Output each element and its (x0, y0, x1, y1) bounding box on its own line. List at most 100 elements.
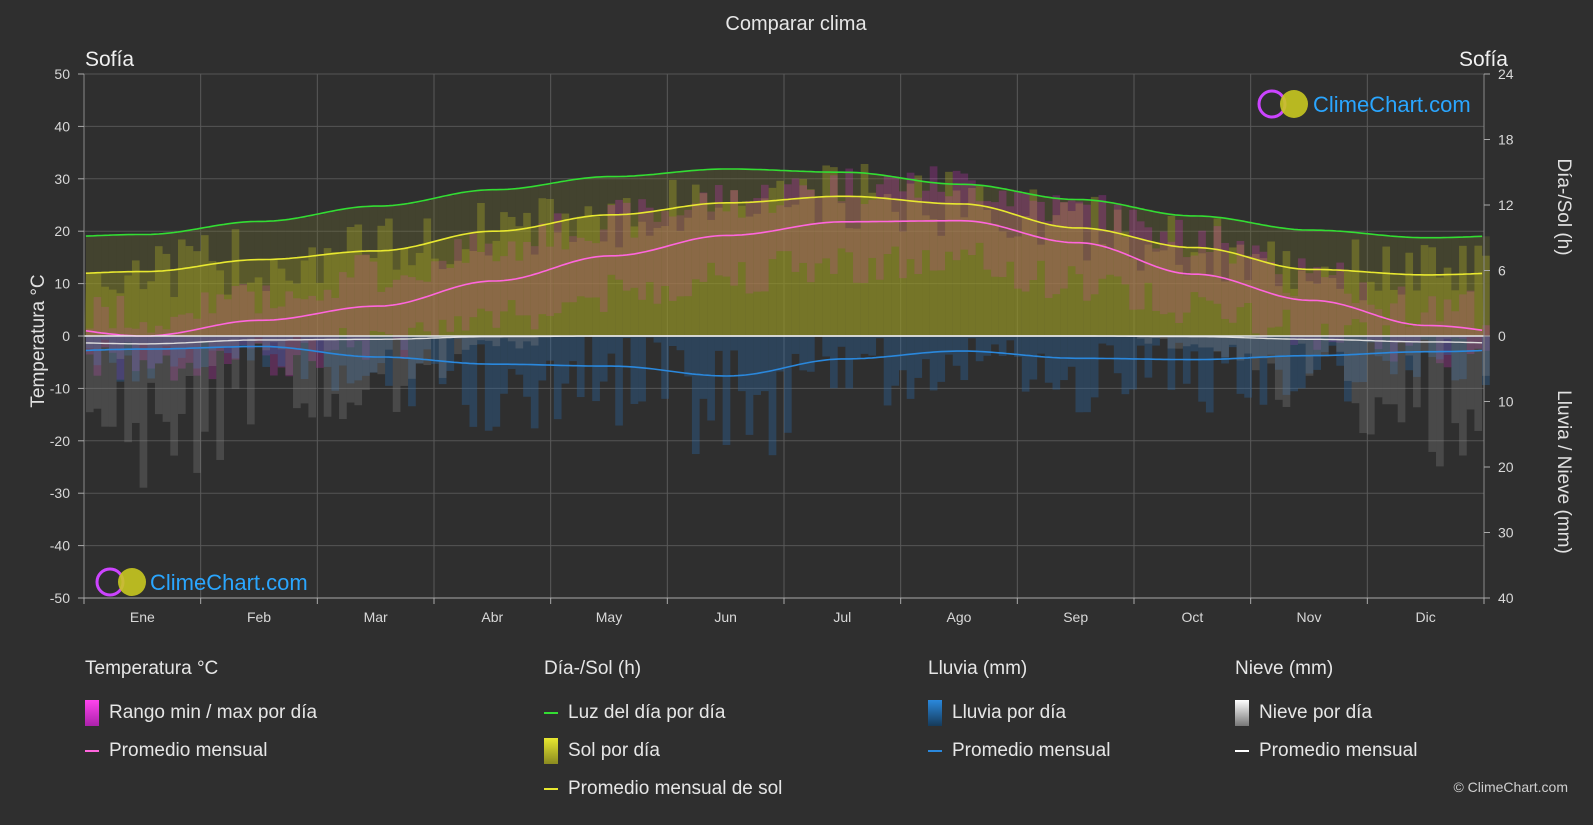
temp-range-bar (162, 329, 171, 356)
rain-bar (1482, 336, 1490, 386)
rain-bar (722, 336, 731, 445)
daylight-bar (1205, 216, 1214, 336)
rain-bar (1221, 336, 1229, 364)
legend-snow-daily-label: Nieve por día (1259, 702, 1373, 723)
snow-bar (1428, 336, 1437, 452)
logo-sun-icon (118, 568, 146, 596)
sunshine-bar (1313, 283, 1321, 336)
daylight-bar (431, 198, 439, 336)
temp-range-bar (208, 313, 217, 380)
left-tick-label: -40 (50, 538, 70, 554)
daylight-bar (162, 233, 171, 336)
left-tick-label: -50 (50, 590, 70, 606)
temp-range-bar (1474, 329, 1483, 349)
snow-bar (139, 336, 148, 488)
daylight-bar (308, 215, 317, 336)
brand-text-top: ClimeChart.com (1313, 92, 1471, 117)
temp-range-bar (837, 201, 846, 249)
temp-range-bar (1297, 258, 1306, 339)
temp-range-bar (960, 173, 969, 250)
temp-range-bar (891, 177, 900, 247)
daylight-bar (185, 230, 194, 336)
daylight-bar (1259, 224, 1268, 336)
temp-range-bar (1236, 240, 1245, 308)
temp-range-bar (1251, 245, 1260, 334)
daylight-swatch (544, 712, 558, 714)
daylight-bar (1459, 237, 1467, 336)
legend-sun-heading: Día-/Sol (h) (544, 658, 642, 679)
temp-range-bar (937, 191, 946, 271)
daylight-bar (93, 235, 102, 336)
daylight-bar (1052, 197, 1061, 336)
temp-range-bar (431, 261, 439, 337)
temp-range-bar (622, 202, 631, 291)
daylight-bar (369, 206, 378, 336)
temp-range-bar (1098, 195, 1107, 279)
snow-bar (170, 336, 178, 456)
sunshine-bar (377, 225, 386, 336)
temp-range-bar (415, 280, 424, 323)
legend-rain-avg: Promedio mensual (928, 732, 1110, 770)
sunshine-bar (1466, 291, 1475, 336)
temp-range-bar (1228, 263, 1237, 323)
rain-bar (622, 336, 631, 339)
sunshine-bar (914, 175, 923, 336)
temp-range-bar (131, 328, 140, 372)
rain-bar (1282, 336, 1291, 395)
brand-logo-top[interactable]: ClimeChart.com (1257, 89, 1471, 119)
sunshine-bar (1267, 241, 1275, 336)
legend-sun-avg-label: Promedio mensual de sol (568, 778, 783, 799)
rain-bar (1006, 336, 1015, 341)
snow-bar (285, 336, 294, 375)
sunshine-bar (1420, 245, 1429, 336)
snow-bar (185, 336, 194, 377)
daylight-bar (270, 221, 278, 336)
sunshine-bar (645, 235, 654, 336)
brand-logo-bottom[interactable]: ClimeChart.com (95, 567, 308, 597)
sunshine-bar (1359, 300, 1368, 336)
rain-bar (668, 336, 677, 347)
temp-range-bar (139, 322, 148, 361)
daylight-bar (1282, 228, 1291, 336)
temp-range-bar (1344, 293, 1352, 326)
snow-bar (1390, 336, 1398, 405)
daylight-bar (668, 172, 677, 336)
daylight-bar (1021, 192, 1030, 336)
sunshine-bar (1060, 202, 1068, 336)
sunshine-bar (469, 250, 478, 336)
daylight-bar (492, 189, 501, 336)
temp-range-bar (1443, 299, 1452, 368)
month-label: Ene (130, 609, 155, 625)
temp-range-bar (1290, 295, 1298, 345)
daylight-bar (768, 169, 777, 336)
daylight-bar (1351, 232, 1360, 336)
rain-bar (316, 336, 324, 353)
daylight-bar (1297, 229, 1306, 336)
rain-bar (331, 336, 340, 391)
sunshine-bar (139, 289, 148, 336)
snow-bar (377, 336, 386, 375)
sunshine-bar (1390, 289, 1398, 336)
snow-bar (392, 336, 401, 412)
temp-range-bar (438, 260, 447, 320)
axis-right-top-label: Día-/Sol (h) (1553, 158, 1574, 255)
legend-daylight: Luz del día por día (544, 694, 782, 732)
rain-bar (876, 336, 884, 339)
rain-bar (868, 336, 877, 356)
rain-bar (162, 336, 171, 347)
daylight-bar (323, 212, 332, 336)
daylight-bar (1167, 213, 1176, 336)
snow-bar (1198, 336, 1206, 348)
daylight-bar (177, 231, 186, 336)
rain-bar (185, 336, 194, 348)
rain-bar (1098, 336, 1107, 344)
sunshine-bar (837, 203, 846, 336)
temp-range-bar (1113, 204, 1122, 277)
axis-right-bottom-label: Lluvia / Nieve (mm) (1553, 390, 1574, 554)
temp-range-bar (392, 279, 401, 340)
snow-bar (369, 336, 378, 373)
sunshine-bar (1067, 211, 1076, 336)
rain-bar (1129, 336, 1137, 390)
axes: 50 40 30 20 10 0 -10 -20 -30 -40 -50 24 18 12 6 0 10 20 30… (50, 66, 1514, 625)
temp-range-bar (300, 299, 309, 343)
